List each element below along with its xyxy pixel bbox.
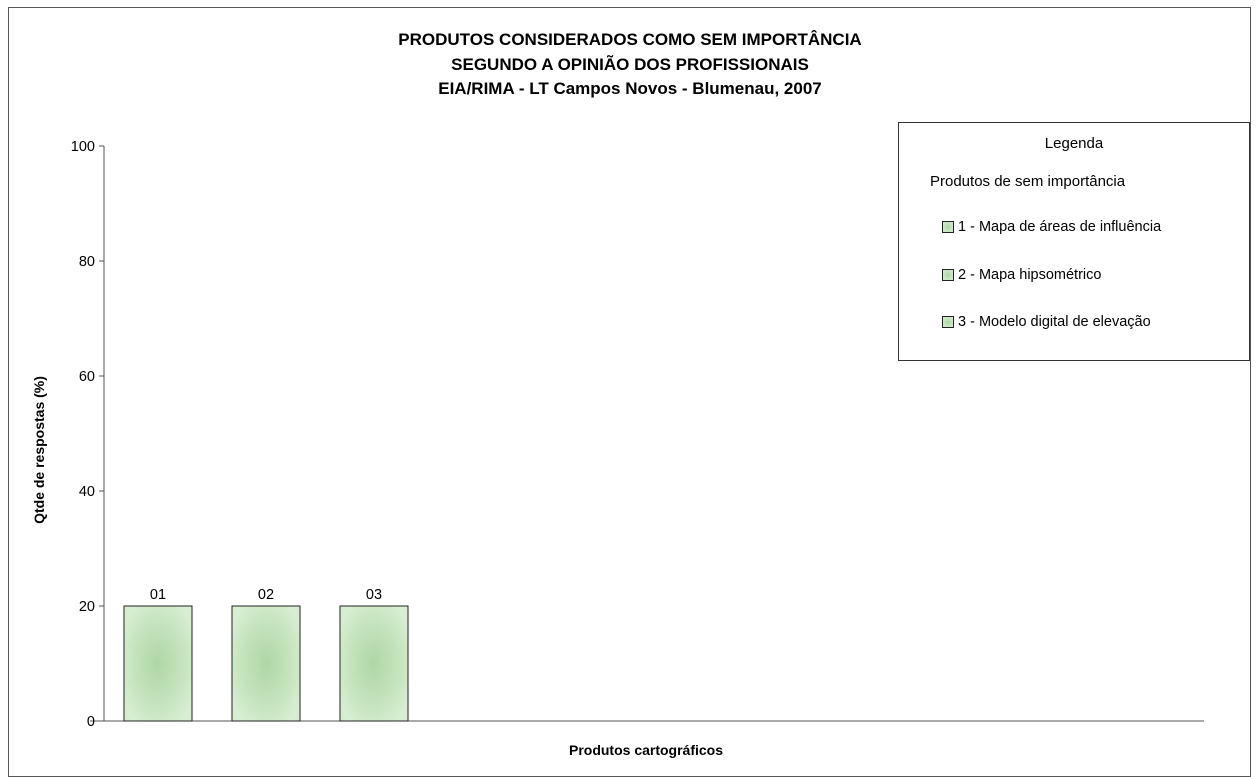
legend-item-3: 3 - Modelo digital de elevação	[942, 314, 1151, 330]
legend-item-label: 3 - Modelo digital de elevação	[958, 314, 1151, 330]
legend-heading: Produtos de sem importância	[930, 173, 1126, 190]
y-tick-label: 0	[87, 714, 95, 730]
bar	[339, 605, 409, 722]
bar-data-label: 03	[366, 587, 382, 603]
legend: Legenda Produtos de sem importância 1 - …	[898, 122, 1250, 361]
bar	[231, 605, 301, 722]
chart-title: PRODUTOS CONSIDERADOS COMO SEM IMPORTÂNC…	[0, 28, 1260, 102]
title-line-3: EIA/RIMA - LT Campos Novos - Blumenau, 2…	[438, 79, 822, 98]
x-axis-label: Produtos cartográficos	[568, 742, 724, 758]
title-line-1: PRODUTOS CONSIDERADOS COMO SEM IMPORTÂNC…	[398, 30, 862, 49]
legend-swatch-icon	[942, 221, 954, 233]
bars-group: 01 02 03	[123, 587, 409, 722]
title-line-2: SEGUNDO A OPINIÃO DOS PROFISSIONAIS	[451, 54, 809, 74]
legend-swatch-icon	[942, 269, 954, 281]
y-tick-label: 80	[79, 254, 95, 270]
y-tick-label: 100	[71, 139, 95, 155]
y-tick-label: 60	[79, 369, 95, 385]
legend-item-1: 1 - Mapa de áreas de influência	[942, 219, 1161, 235]
legend-item-2: 2 - Mapa hipsométrico	[942, 267, 1101, 283]
bar-data-label: 01	[150, 587, 166, 603]
bar	[123, 605, 193, 722]
legend-title: Legenda	[1044, 135, 1104, 152]
legend-swatch-icon	[942, 316, 954, 328]
y-tick-label: 20	[79, 599, 95, 615]
y-axis-label: Qtde de respostas (%)	[31, 376, 47, 524]
legend-item-label: 2 - Mapa hipsométrico	[958, 267, 1102, 283]
y-tick-label: 40	[79, 484, 95, 500]
bar-data-label: 02	[258, 587, 274, 603]
legend-item-label: 1 - Mapa de áreas de influência	[958, 219, 1162, 235]
